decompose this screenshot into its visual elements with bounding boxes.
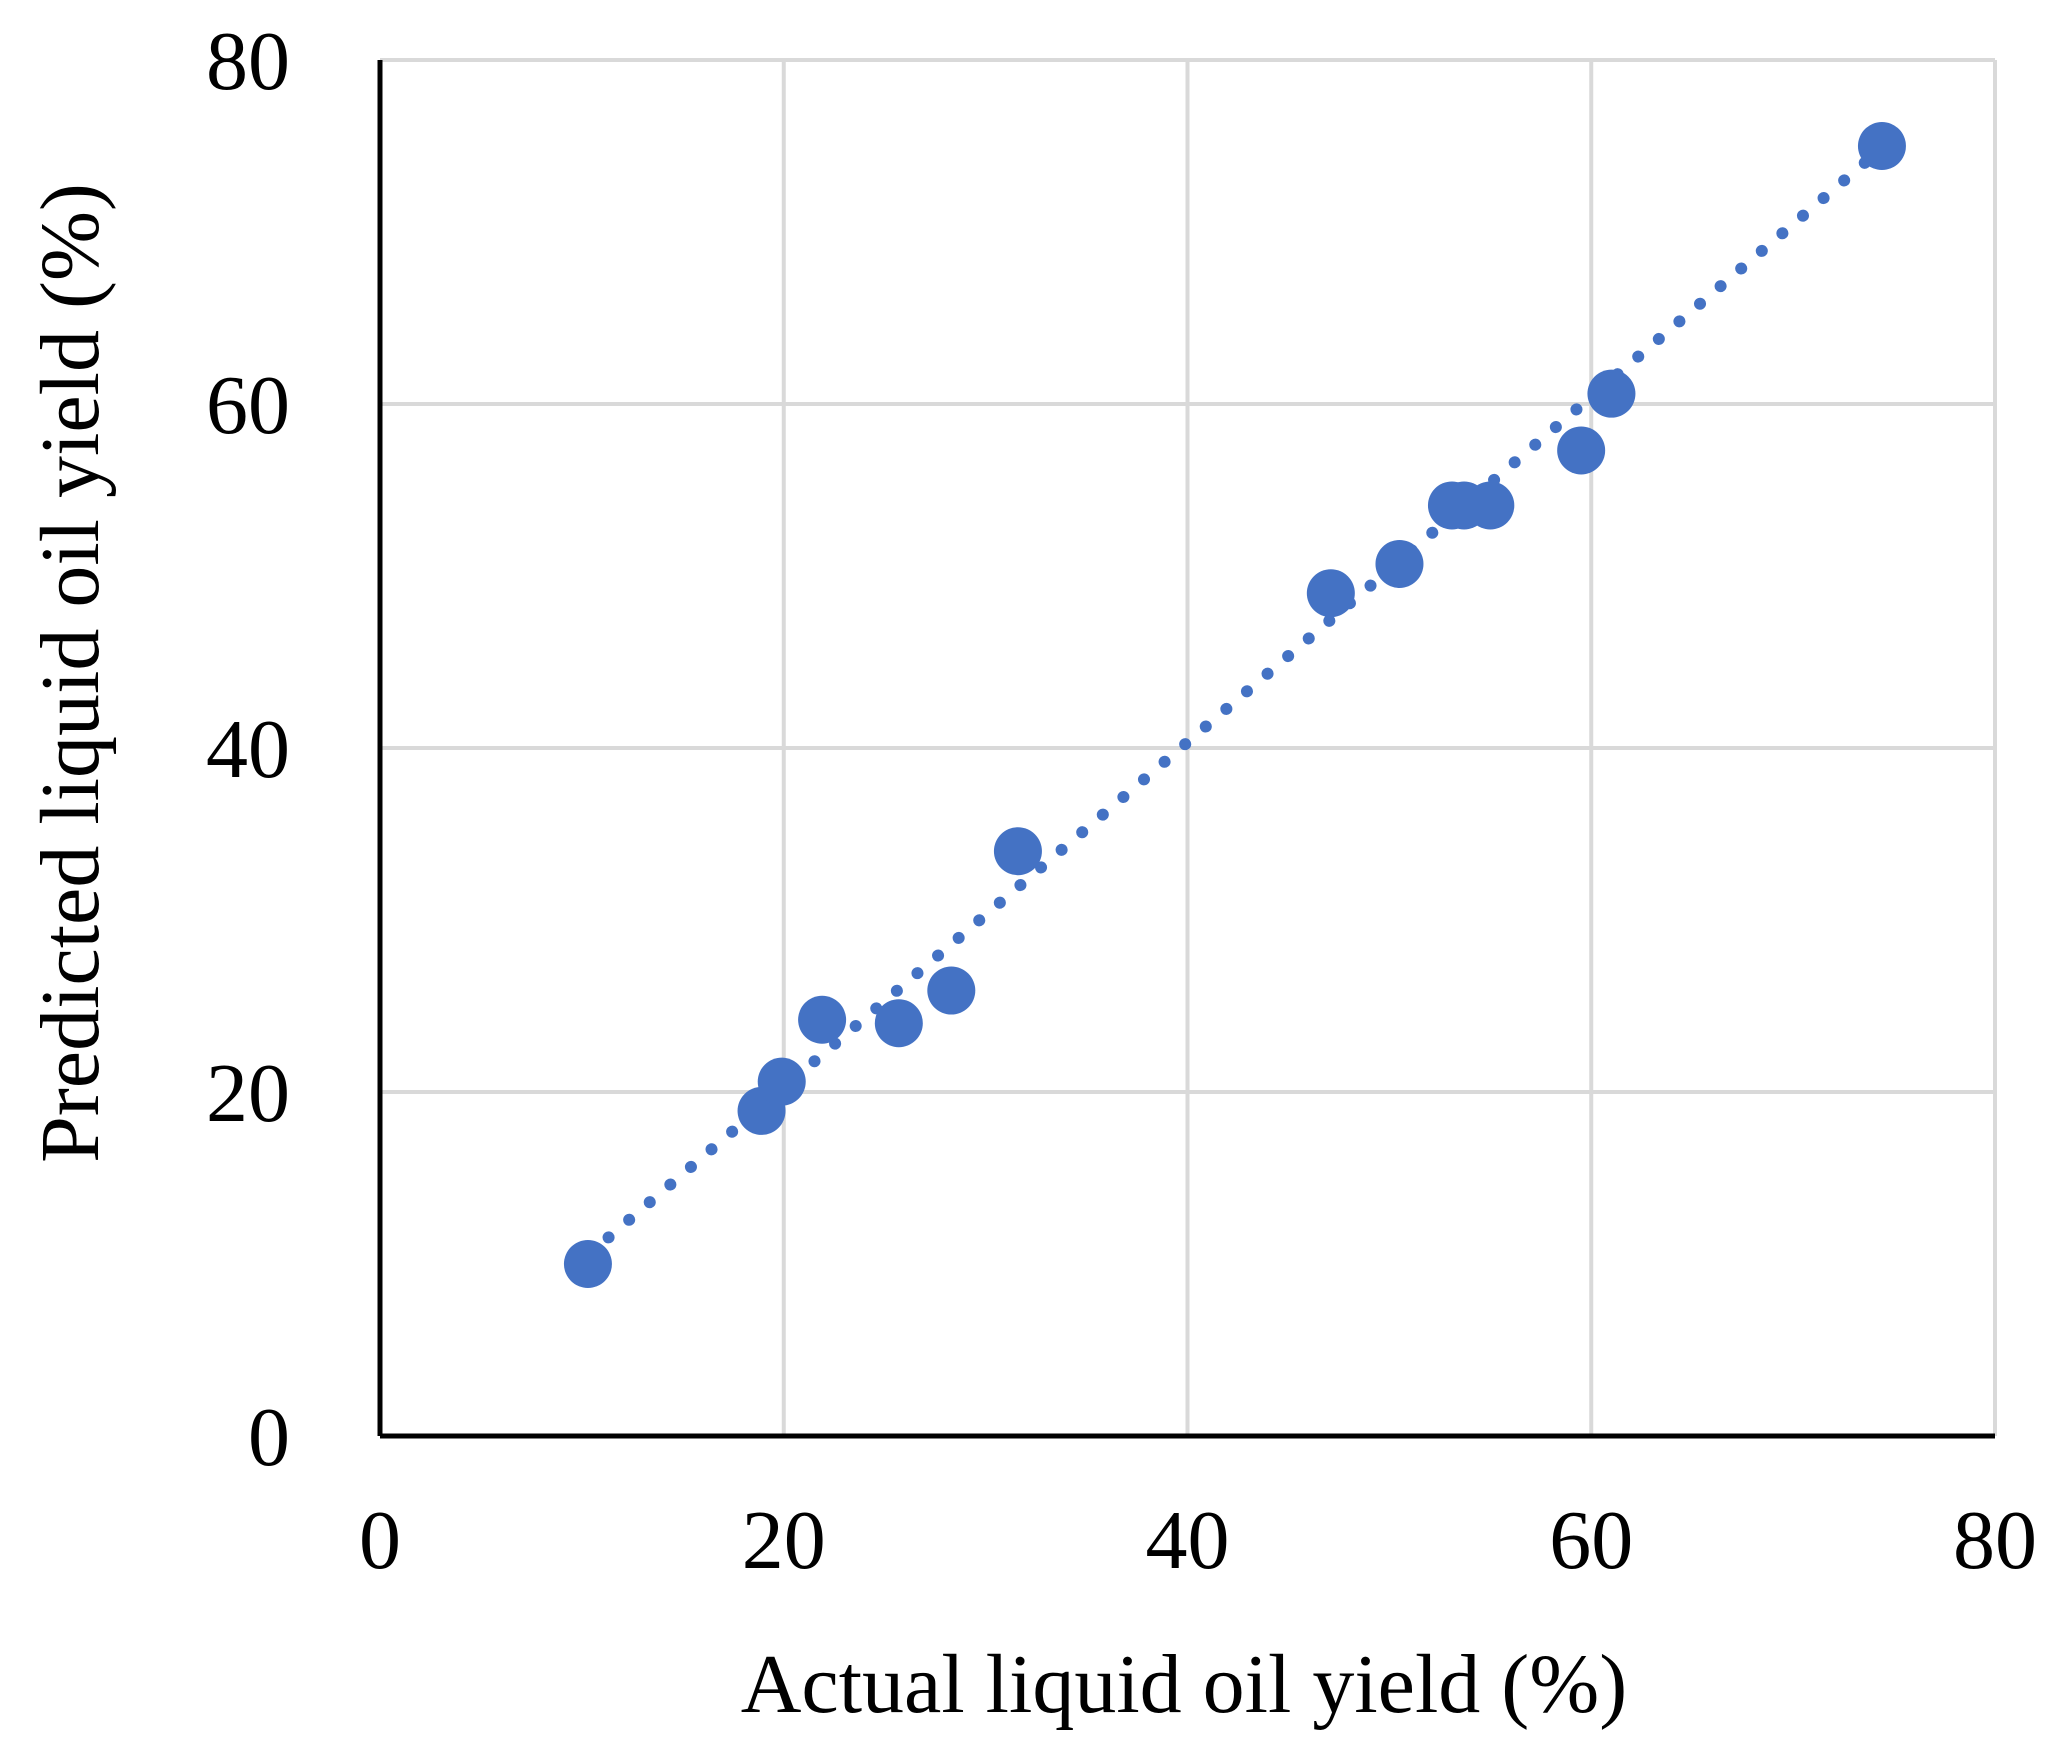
data-point [874, 999, 923, 1048]
x-tick-label: 40 [1146, 1494, 1230, 1587]
data-point [927, 966, 976, 1015]
y-tick-label: 0 [248, 1391, 290, 1484]
data-point [1306, 569, 1355, 618]
y-tick-label: 80 [206, 15, 290, 108]
x-axis-title: Actual liquid oil yield (%) [741, 1638, 1627, 1731]
y-tick-label: 40 [206, 703, 290, 796]
data-point [563, 1240, 612, 1288]
data-point [1466, 481, 1515, 530]
axes [377, 60, 1995, 1439]
y-tick-label: 20 [206, 1047, 290, 1140]
data-point [757, 1057, 806, 1106]
data-point [1375, 539, 1424, 588]
data-point [1857, 122, 1906, 170]
data-point [798, 995, 847, 1044]
data-point [993, 827, 1042, 876]
y-tick-labels: 0 20 40 60 80 [206, 15, 290, 1484]
data-point [1557, 426, 1606, 475]
data-points [563, 122, 1906, 1288]
y-axis-title: Predicted liquid oil yield (%) [24, 183, 117, 1163]
x-tick-label: 60 [1549, 1494, 1633, 1587]
data-point [1587, 369, 1636, 418]
y-tick-label: 60 [206, 359, 290, 452]
x-tick-label: 0 [359, 1494, 401, 1587]
x-tick-label: 20 [742, 1494, 826, 1587]
x-tick-label: 80 [1953, 1494, 2037, 1587]
x-tick-labels: 0 20 40 60 80 [359, 1494, 2037, 1587]
